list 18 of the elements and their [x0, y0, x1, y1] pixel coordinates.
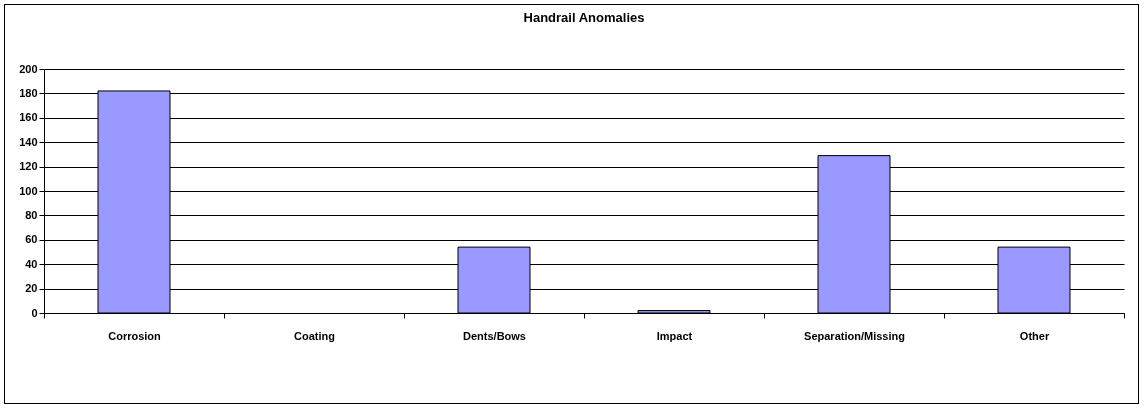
x-tick-label: Other: [1019, 329, 1050, 342]
y-tick-label: 140: [19, 135, 38, 148]
y-tick-label: 160: [19, 111, 38, 124]
y-tick-label: 180: [19, 86, 38, 99]
chart-title: Handrail Anomalies: [523, 10, 645, 25]
y-tick-label: 20: [25, 282, 38, 295]
x-tick-label: Separation/Missing: [804, 329, 905, 342]
y-tick-label: 80: [25, 208, 38, 221]
x-tick-label: Coating: [294, 329, 335, 342]
y-tick-label: 0: [31, 306, 38, 319]
x-tick-label: Corrosion: [108, 329, 162, 342]
y-tick-label: 60: [25, 233, 38, 246]
y-tick-label: 120: [19, 160, 38, 173]
y-tick-label: 40: [25, 257, 38, 270]
y-tick-label: 100: [19, 184, 38, 197]
y-tick-label: 200: [19, 62, 38, 75]
x-tick-label: Impact: [656, 329, 693, 342]
x-tick-label: Dents/Bows: [463, 329, 526, 342]
